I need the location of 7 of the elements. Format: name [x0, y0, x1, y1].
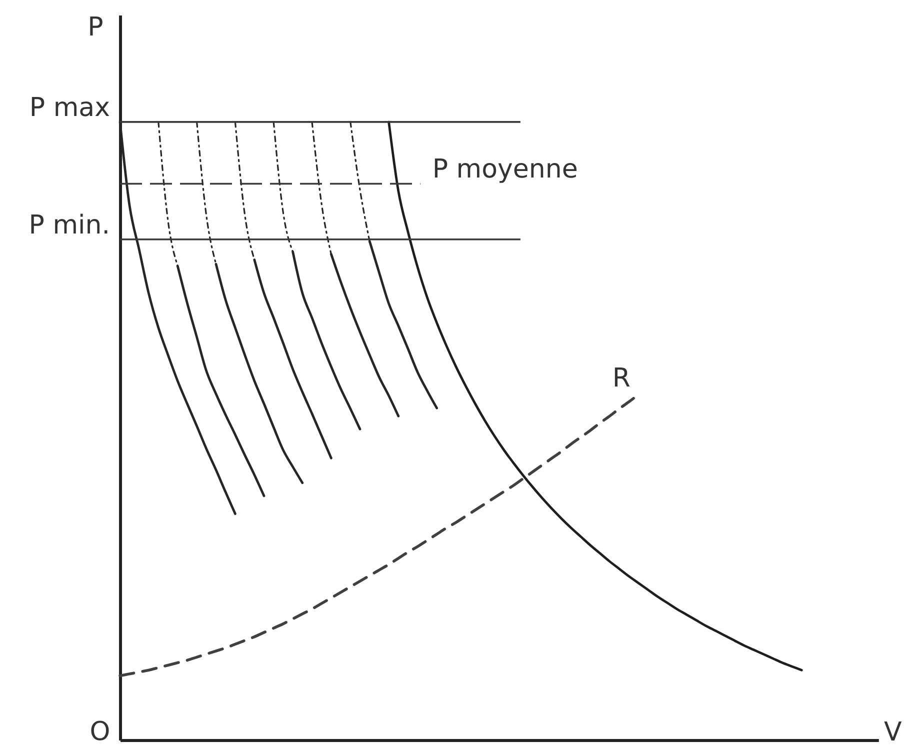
series-label: R	[612, 363, 630, 394]
ref-line-label: P min.	[28, 210, 110, 240]
x-axis-title: V	[884, 718, 902, 745]
text: O	[90, 717, 110, 745]
y-axis-title: P	[88, 12, 104, 42]
ref-line-label: P max	[29, 92, 110, 123]
ref-line-label: P moyenne	[432, 154, 578, 185]
